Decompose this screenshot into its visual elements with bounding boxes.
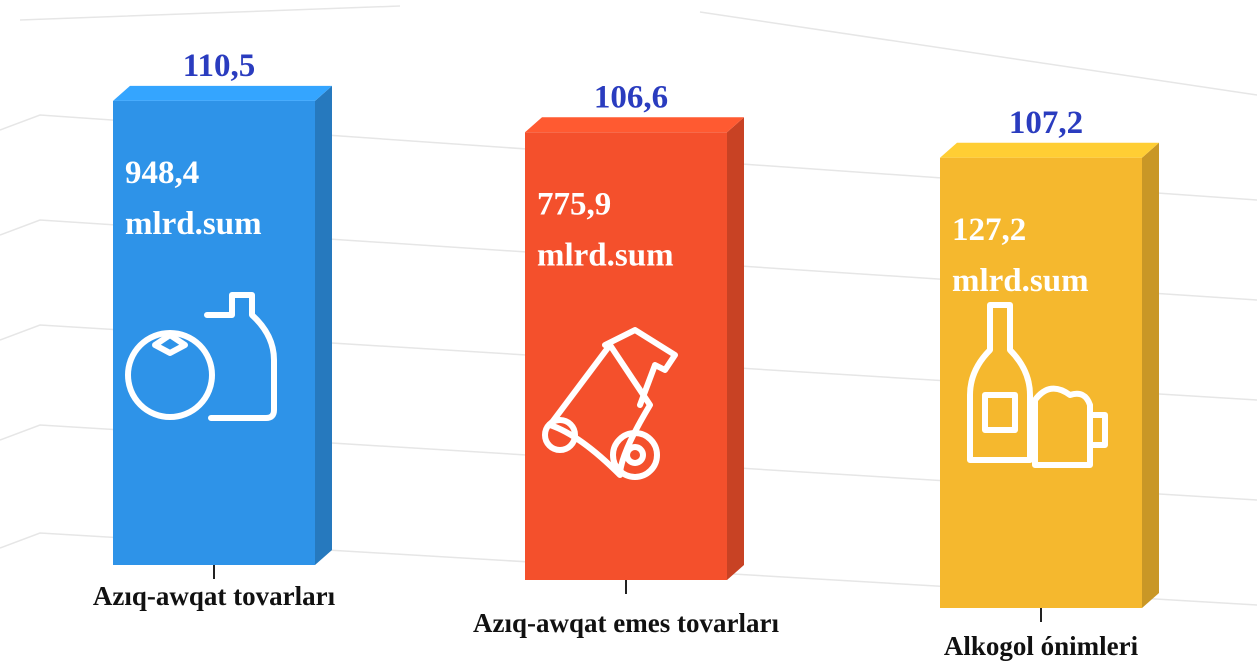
amount-unit: mlrd.sum [125,206,262,242]
bar [525,132,727,580]
background-grid [0,5,1257,606]
value-label: 107,2 [1009,105,1083,141]
value-label: 106,6 [594,79,668,115]
bar-side [1142,142,1159,608]
bar-top [525,117,744,133]
amount-label: 127,2 [952,212,1026,248]
amount-unit: mlrd.sum [537,237,674,273]
bar [113,100,315,566]
amount-label: 948,4 [125,155,199,191]
icons [125,292,1108,480]
category-label: Azıq-awqat tovarları [93,581,336,611]
value-label: 110,5 [183,48,255,84]
amount-unit: mlrd.sum [952,263,1089,299]
bar-side [315,85,332,566]
bar-top [940,142,1159,158]
category-label: Azıq-awqat emes tovarları [473,608,779,638]
bar-side [727,117,744,580]
category-label: Alkogol ónimleri [944,631,1139,661]
bar-top [113,85,332,101]
amount-label: 775,9 [537,186,611,222]
